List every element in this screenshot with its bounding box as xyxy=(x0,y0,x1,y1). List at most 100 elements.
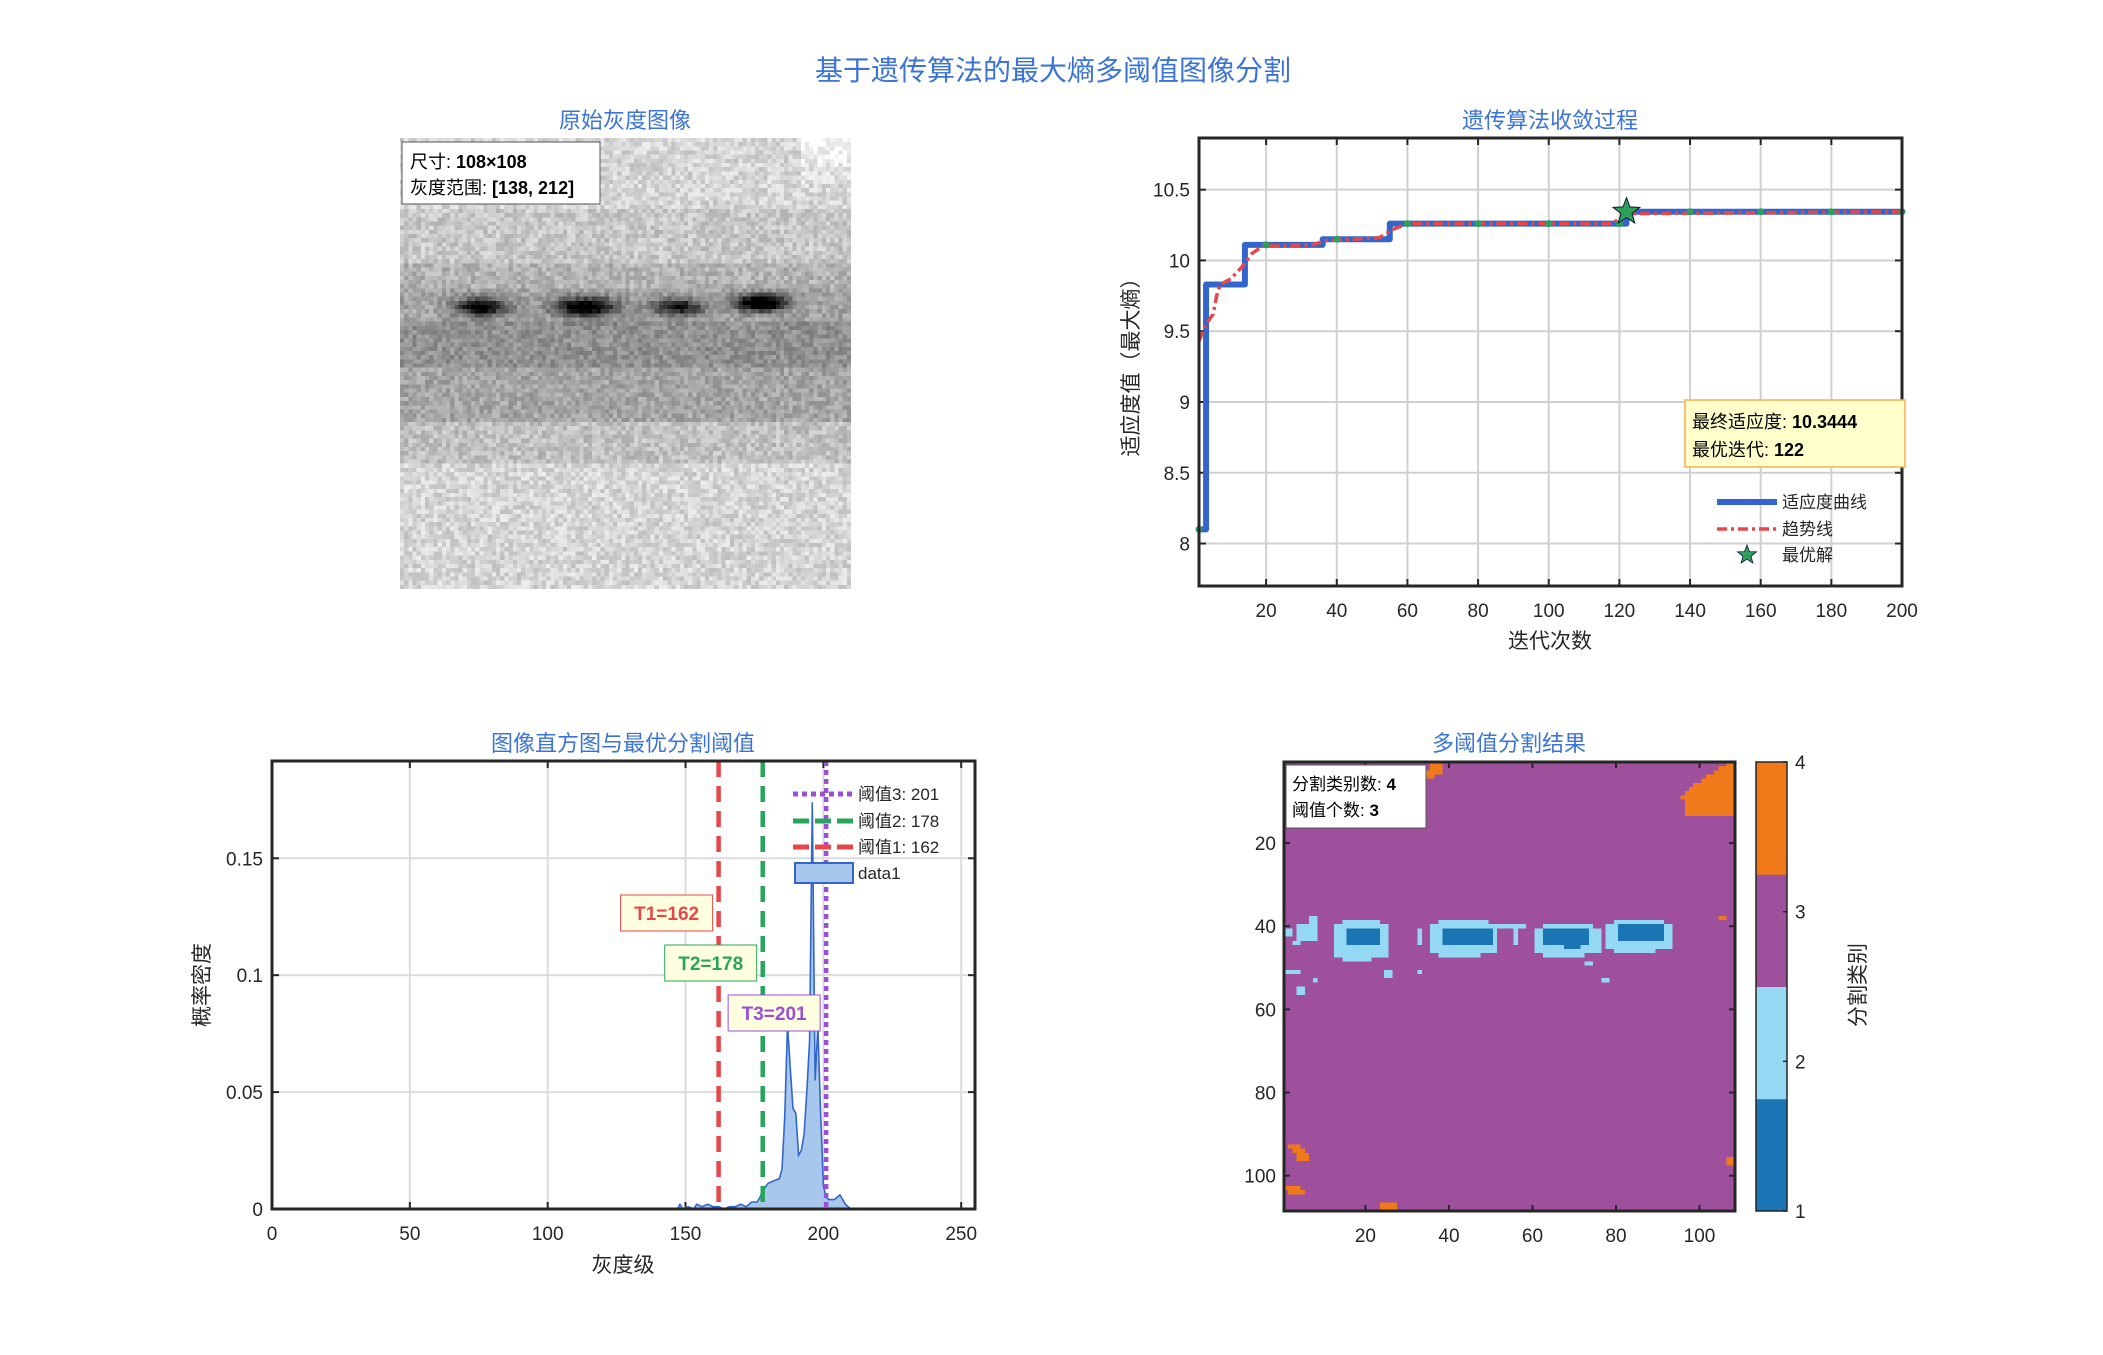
colorbar-band-4 xyxy=(1756,762,1787,875)
histogram-xlabel: 灰度级 xyxy=(592,1254,655,1277)
convergence-title: 遗传算法收敛过程 xyxy=(1462,108,1638,133)
range-label: 灰度范围: xyxy=(410,178,492,198)
convergence-ylabel: 适应度值（最大熵） xyxy=(1120,268,1143,457)
svg-text:阈值个数: 3: 阈值个数: 3 xyxy=(1292,801,1379,820)
x-tick-label: 120 xyxy=(1604,601,1636,622)
iteration-marker xyxy=(1333,235,1341,243)
figure-title: 基于遗传算法的最大熵多阈值图像分割 xyxy=(815,55,1291,86)
iteration-marker xyxy=(1757,208,1765,216)
x-tick-label: 160 xyxy=(1745,601,1777,622)
best-solution-star xyxy=(1611,196,1642,225)
colorbar-tick-label: 1 xyxy=(1795,1202,1806,1223)
y-tick-label: 0 xyxy=(252,1200,263,1221)
y-tick-label: 8 xyxy=(1179,535,1190,556)
final-fitness-label: 最终适应度: xyxy=(1692,412,1792,432)
x-tick-label: 140 xyxy=(1674,601,1706,622)
svg-text:分割类别数: 4: 分割类别数: 4 xyxy=(1292,775,1396,794)
range-value: [138, 212] xyxy=(492,178,574,198)
classes-label: 分割类别数: xyxy=(1292,775,1386,794)
legend-label-threshold-3: 阈值3: 201 xyxy=(858,785,939,804)
y-tick-label: 0.15 xyxy=(226,849,263,870)
x-tick-label: 40 xyxy=(1438,1226,1459,1247)
x-tick-label: 100 xyxy=(1684,1226,1716,1247)
x-tick-label: 100 xyxy=(1533,601,1565,622)
threshold-tag-1: T1=162 xyxy=(634,904,699,925)
colorbar-tick-label: 3 xyxy=(1795,903,1806,924)
svg-text:最优迭代: 122: 最优迭代: 122 xyxy=(1692,440,1804,460)
axes-frame xyxy=(270,759,977,1211)
colorbar-band-3 xyxy=(1756,874,1787,987)
colorbar-tick-label: 2 xyxy=(1795,1052,1806,1073)
threshold-tag-3: T3=201 xyxy=(742,1004,807,1025)
threshold-tag-box-2 xyxy=(664,944,758,982)
colorbar-label: 分割类别 xyxy=(1847,943,1870,1027)
y-tick-label: 9 xyxy=(1179,393,1190,414)
y-tick-label: 10 xyxy=(1169,251,1190,272)
x-tick-label: 200 xyxy=(1886,601,1918,622)
histogram-title: 图像直方图与最优分割阈值 xyxy=(491,731,755,756)
legend-swatch-best xyxy=(1736,543,1758,565)
y-tick-label: 20 xyxy=(1255,834,1276,855)
y-tick-label: 100 xyxy=(1244,1167,1276,1188)
convergence-xlabel: 迭代次数 xyxy=(1508,630,1592,653)
threshold-tag-box-3 xyxy=(727,994,821,1032)
colorbar-tick-label: 4 xyxy=(1795,753,1806,774)
iteration-marker xyxy=(1827,208,1835,216)
segmentation-map xyxy=(1284,762,1735,1211)
colorbar-frame xyxy=(1755,761,1788,1212)
thresholds-count-value: 3 xyxy=(1369,801,1378,820)
x-tick-label: 200 xyxy=(808,1224,840,1245)
plot-area xyxy=(1199,138,1902,586)
iteration-marker xyxy=(1615,220,1623,228)
best-iteration-label: 最优迭代: xyxy=(1692,440,1774,460)
threshold-tag-box-1 xyxy=(620,894,714,932)
legend-label-fitness: 适应度曲线 xyxy=(1782,493,1867,512)
histogram-line xyxy=(671,802,852,1211)
y-tick-label: 40 xyxy=(1255,917,1276,938)
legend-label-histogram: data1 xyxy=(858,864,901,883)
svg-text:最终适应度: 10.3444: 最终适应度: 10.3444 xyxy=(1692,412,1857,432)
legend-swatch-histogram xyxy=(794,862,854,884)
x-tick-label: 60 xyxy=(1522,1226,1543,1247)
x-tick-label: 20 xyxy=(1256,601,1277,622)
thresholds-count-label: 阈值个数: xyxy=(1292,801,1369,820)
x-tick-label: 250 xyxy=(945,1224,977,1245)
y-tick-label: 0.1 xyxy=(237,966,263,987)
x-tick-label: 80 xyxy=(1605,1226,1626,1247)
axes-frame xyxy=(1282,760,1737,1213)
image-info-box: 尺寸: 108×108 灰度范围: [138, 212] xyxy=(401,141,601,205)
colorbar: 1 2 3 4 xyxy=(1755,753,1806,1223)
segmentation-info-box: 分割类别数: 4 阈值个数: 3 xyxy=(1285,764,1427,829)
x-tick-label: 40 xyxy=(1326,601,1347,622)
svg-text:灰度范围: [138, 212]: 灰度范围: [138, 212] xyxy=(410,178,574,198)
y-tick-label: 0.05 xyxy=(226,1083,263,1104)
y-tick-label: 10.5 xyxy=(1153,181,1190,202)
segmentation-title: 多阈值分割结果 xyxy=(1432,731,1586,756)
x-tick-label: 50 xyxy=(399,1224,420,1245)
x-tick-label: 80 xyxy=(1468,601,1489,622)
iteration-marker xyxy=(1545,220,1553,228)
axes-frame xyxy=(1197,136,1904,588)
x-tick-label: 0 xyxy=(267,1224,278,1245)
best-iteration-value: 122 xyxy=(1774,440,1804,460)
x-tick-label: 180 xyxy=(1815,601,1847,622)
iteration-marker xyxy=(1403,220,1411,228)
colorbar-band-2 xyxy=(1756,986,1787,1100)
y-tick-label: 60 xyxy=(1255,1000,1276,1021)
convergence-axes: 20 40 60 80 100 120 140 160 180 200 8 8.5 9 9.5 10 10.5 xyxy=(1153,136,1918,622)
size-value: 108×108 xyxy=(456,152,527,172)
legend-label-trend: 趋势线 xyxy=(1782,520,1833,539)
x-tick-label: 100 xyxy=(532,1224,564,1245)
legend-label-threshold-1: 阈值1: 162 xyxy=(858,838,939,857)
svg-text:尺寸: 108×108: 尺寸: 108×108 xyxy=(410,152,527,172)
original-grayscale-image xyxy=(400,138,851,589)
convergence-annotation: 最终适应度: 10.3444 最优迭代: 122 xyxy=(1684,399,1906,468)
final-fitness-value: 10.3444 xyxy=(1792,412,1857,432)
legend-label-best: 最优解 xyxy=(1782,546,1833,565)
convergence-legend: 适应度曲线 趋势线 最优解 xyxy=(1717,493,1867,565)
size-label: 尺寸: xyxy=(410,152,456,172)
x-tick-label: 150 xyxy=(670,1224,702,1245)
y-tick-label: 8.5 xyxy=(1164,464,1190,485)
x-tick-label: 20 xyxy=(1355,1226,1376,1247)
